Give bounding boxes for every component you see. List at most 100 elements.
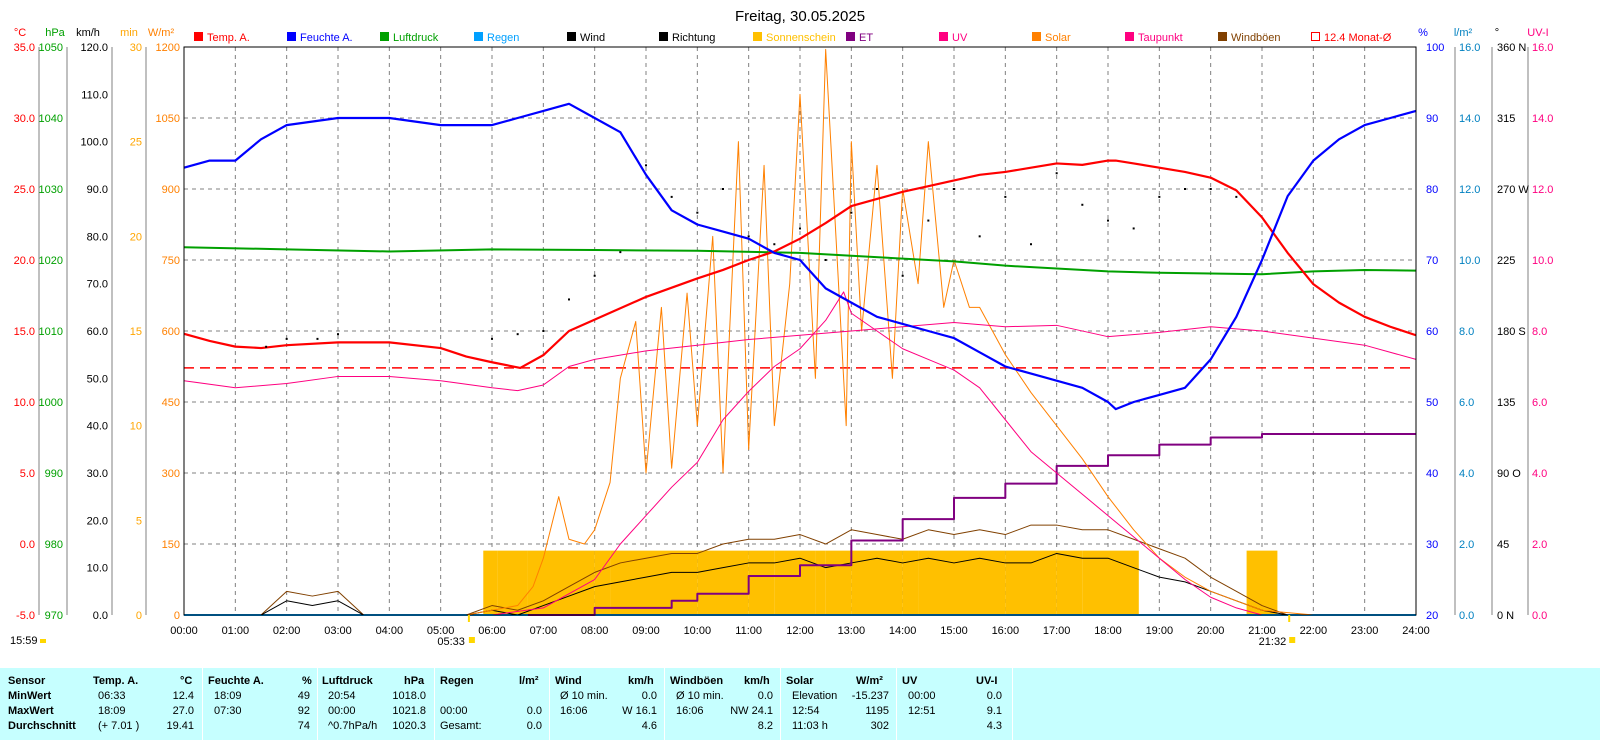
temp-axis-tick: -5.0 [16, 610, 35, 622]
rain-axis-tick: 0.0 [1459, 610, 1474, 622]
stat-wind-v: 4.6 [641, 720, 657, 732]
x-tick: 16:00 [992, 625, 1020, 637]
legend-swatch [753, 32, 762, 41]
stat-uv-v: 0.0 [986, 690, 1002, 702]
temp-axis-tick: 0.0 [20, 539, 35, 551]
humidity-axis-tick: 80 [1426, 184, 1438, 196]
stat-label: Durchschnitt [8, 720, 76, 732]
x-tick: 22:00 [1300, 625, 1328, 637]
sunshine-bar [697, 550, 723, 615]
hdr-press-unit: hPa [404, 675, 425, 687]
pressure-axis-tick: 1030 [39, 184, 63, 196]
x-tick: 21:00 [1248, 625, 1276, 637]
direction-point [1004, 195, 1007, 198]
uv-axis-tick: 2.0 [1532, 539, 1547, 551]
wind-axis-tick: 0.0 [93, 610, 108, 622]
direction-point [265, 345, 268, 348]
uv-axis-tick: 14.0 [1532, 113, 1553, 125]
direction-axis-tick: 90 O [1497, 468, 1521, 480]
legend-label: Richtung [672, 32, 715, 44]
uv-axis-tick: 10.0 [1532, 255, 1553, 267]
sunshine-bar [483, 550, 498, 615]
solar-axis-tick: 450 [162, 397, 180, 409]
stat-hum-t: 18:09 [214, 690, 242, 702]
stat-solar-v: 1195 [865, 705, 889, 717]
legend-label: 12.4 Monat-Ø [1324, 32, 1392, 44]
direction-axis-tick: 225 [1497, 255, 1515, 267]
direction-point [316, 337, 319, 340]
stat-hum-v: 74 [297, 720, 310, 732]
legend-swatch [287, 32, 296, 41]
stat-rain-v: 0.0 [526, 705, 542, 717]
sunrise-time: 05:33 [437, 636, 465, 648]
direction-point [670, 195, 673, 198]
hdr-temp: Temp. A. [93, 675, 139, 687]
direction-axis-tick: 45 [1497, 539, 1509, 551]
direction-point [1235, 195, 1238, 198]
hdr-uv: UV [902, 675, 918, 687]
stat-gust-t: Ø 10 min. [676, 690, 724, 702]
pressure-line [183, 246, 1417, 276]
sunshine-bar [851, 550, 903, 615]
legend-label: Windböen [1231, 32, 1281, 44]
stat-hum-t: 07:30 [214, 705, 242, 717]
direction-point [1132, 227, 1135, 230]
axis-unit: W/m² [148, 27, 175, 39]
direction-point [1209, 188, 1212, 190]
legend-swatch [659, 32, 668, 41]
hdr-rain-unit: l/m² [519, 675, 539, 687]
sunshine-bar [825, 550, 852, 615]
direction-point [1107, 219, 1109, 222]
stat-wind-v: 0.0 [641, 690, 657, 702]
stat-wind-t: Ø 10 min. [560, 690, 608, 702]
sunshine-bar [594, 550, 611, 615]
legend-label: Wind [580, 32, 605, 44]
solar-line [466, 48, 1314, 616]
stat-wind-v: W 16.1 [622, 705, 657, 717]
rain-axis-tick: 2.0 [1459, 539, 1474, 551]
stat-press-v: 1021.8 [392, 705, 426, 717]
humidity-axis-tick: 90 [1426, 113, 1438, 125]
direction-point [645, 164, 647, 167]
solar-axis-tick: 750 [162, 255, 180, 267]
uv-axis-tick: 6.0 [1532, 397, 1547, 409]
legend-swatch [380, 32, 389, 41]
direction-axis-tick: 360 N [1497, 42, 1526, 54]
axis-unit: °C [14, 27, 26, 39]
legend-swatch [1311, 32, 1320, 41]
pressure-axis-tick: 1010 [39, 326, 63, 338]
wind-axis-tick: 110.0 [81, 89, 108, 101]
axis-ticks: 35.030.025.020.015.010.05.00.0-5.0105010… [14, 42, 1554, 637]
legend-label: Regen [487, 32, 519, 44]
stat-gust-v: 8.2 [757, 720, 773, 732]
x-tick: 18:00 [1094, 625, 1122, 637]
stat-hum-v: 92 [297, 705, 310, 717]
legend-label: Feuchte A. [300, 32, 353, 44]
temp-line [183, 159, 1417, 370]
direction-point [1158, 195, 1161, 198]
x-tick: 17:00 [1043, 625, 1071, 637]
sunshine-bar [800, 550, 816, 615]
temp-axis-tick: 30.0 [14, 113, 35, 125]
x-tick: 05:00 [427, 625, 455, 637]
sunshine-bar [1108, 550, 1139, 615]
uv-axis-tick: 8.0 [1532, 326, 1547, 338]
temp-axis-tick: 10.0 [14, 397, 35, 409]
legend-swatch [939, 32, 948, 41]
axis-unit: hPa [45, 27, 65, 39]
x-tick: 15:00 [940, 625, 968, 637]
direction-axis-tick: 0 N [1497, 610, 1514, 622]
now-time: 15:59 [10, 635, 38, 647]
direction-point [1055, 172, 1058, 175]
pressure-axis-tick: 1020 [39, 255, 63, 267]
axis-unit: km/h [76, 27, 100, 39]
time-markers: 15:59 05:33 21:32 [10, 615, 1296, 648]
hdr-hum-unit: % [302, 675, 312, 687]
legend-swatch [1218, 32, 1227, 41]
sunshine-bar [902, 550, 919, 615]
stat-solar-t: Elevation [792, 690, 838, 702]
x-tick: 11:00 [735, 625, 762, 637]
hdr-gust: Windböen [670, 675, 724, 687]
rain-axis-tick: 6.0 [1459, 397, 1474, 409]
sunshine-bar [569, 550, 595, 615]
